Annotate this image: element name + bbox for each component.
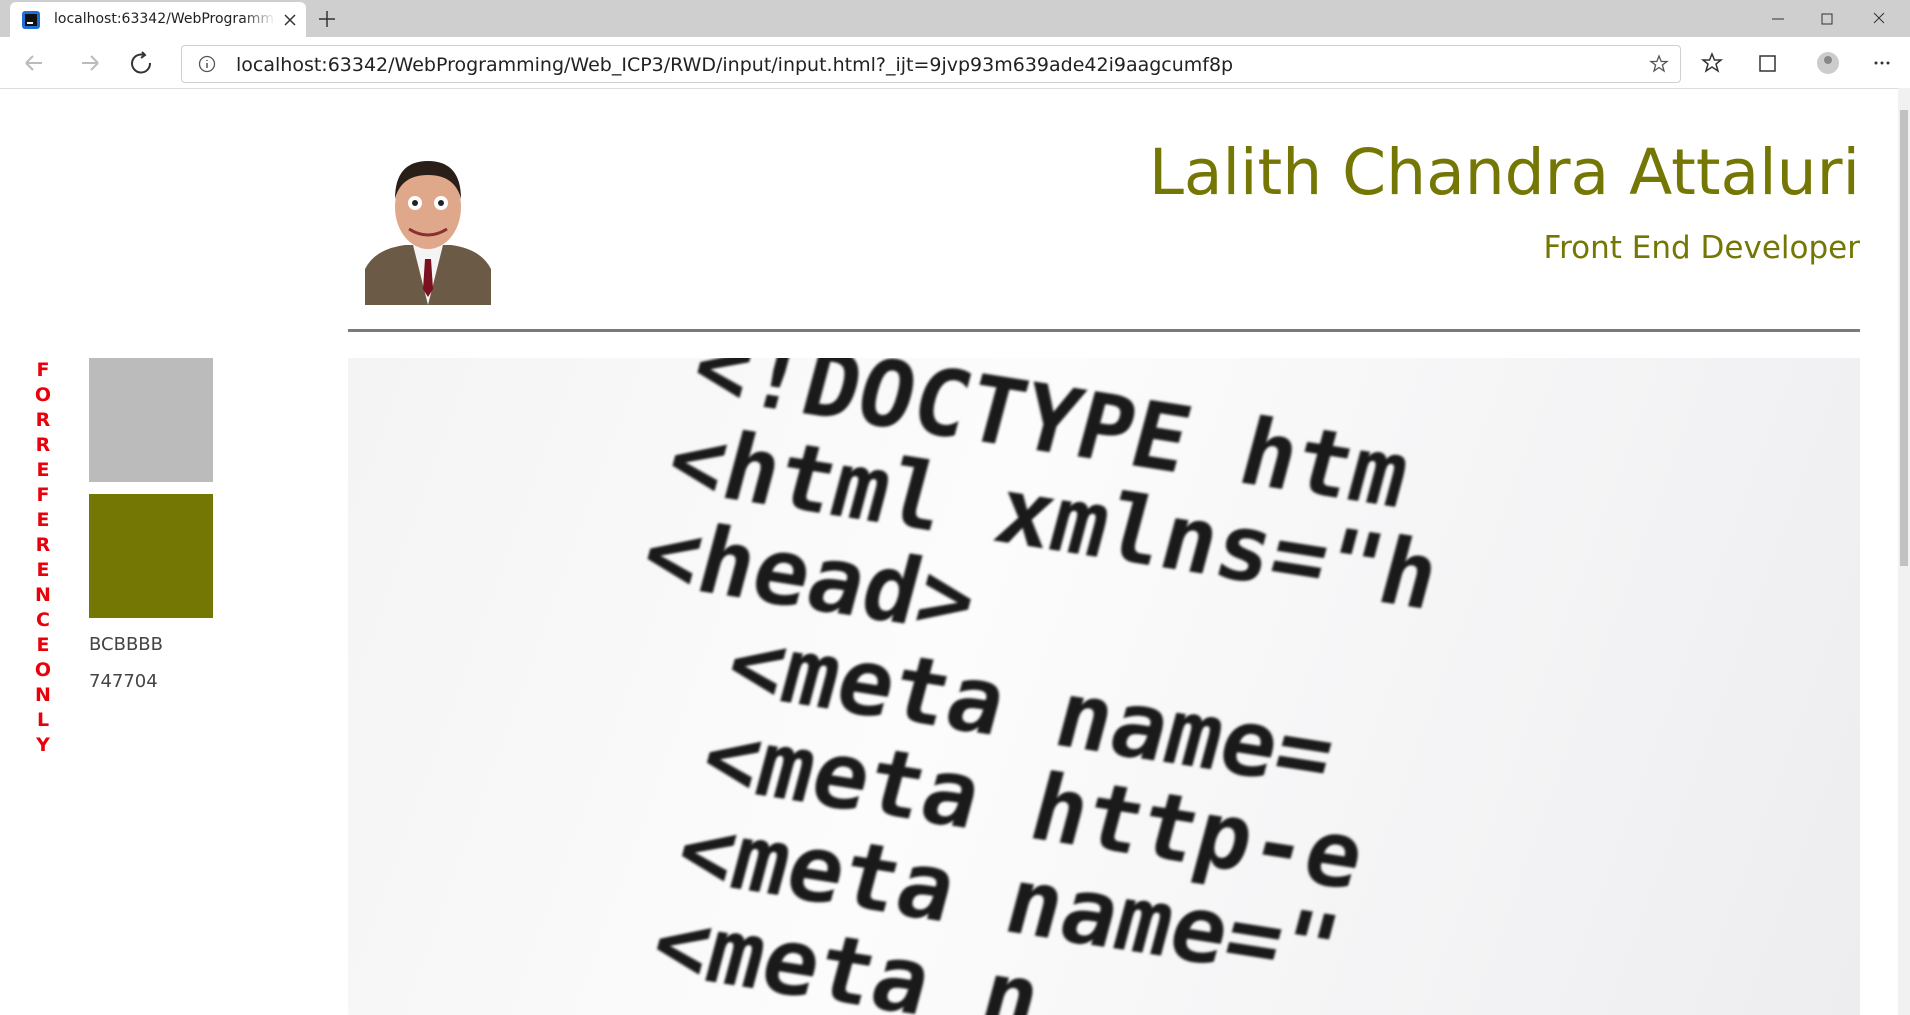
- toolbar-icons[interactable]: [1700, 51, 1900, 75]
- nav-buttons[interactable]: [22, 51, 152, 75]
- scrollbar[interactable]: [1898, 88, 1910, 1015]
- divider: [348, 329, 1860, 332]
- profile-role: Front End Developer: [1543, 230, 1860, 266]
- color-swatch: [89, 358, 213, 482]
- favicon: [22, 11, 40, 29]
- tab-bar: localhost:63342/WebProgramming: [0, 0, 1910, 37]
- scroll-thumb[interactable]: [1900, 110, 1908, 566]
- profile-name: Lalith Chandra Attaluri: [1148, 136, 1860, 209]
- tab-title: localhost:63342/WebProgramming: [54, 11, 276, 27]
- url: localhost:63342/WebProgramming/Web_ICP3/…: [236, 54, 1234, 76]
- color-swatch: [89, 494, 213, 618]
- info-icon: [198, 55, 216, 73]
- swatch-label: 747704: [89, 671, 158, 692]
- profile-photo: [365, 161, 491, 305]
- tab[interactable]: localhost:63342/WebProgramming: [10, 2, 306, 37]
- favorite-star[interactable]: [1649, 54, 1669, 74]
- window-controls[interactable]: [1770, 10, 1890, 28]
- vertical-note: FORREFERENCEONLY: [34, 359, 52, 756]
- hero-image: <!DOCTYPE htm <html xmlns="h <head> <meta …: [348, 358, 1860, 1015]
- swatch-label: BCBBBB: [89, 634, 163, 655]
- address-bar[interactable]: localhost:63342/WebProgramming/Web_ICP3/…: [181, 45, 1681, 83]
- new-tab[interactable]: [318, 10, 336, 28]
- hero-code: <!DOCTYPE htm <html xmlns="h <head> <meta …: [533, 358, 1474, 1015]
- tab-close[interactable]: [284, 14, 296, 26]
